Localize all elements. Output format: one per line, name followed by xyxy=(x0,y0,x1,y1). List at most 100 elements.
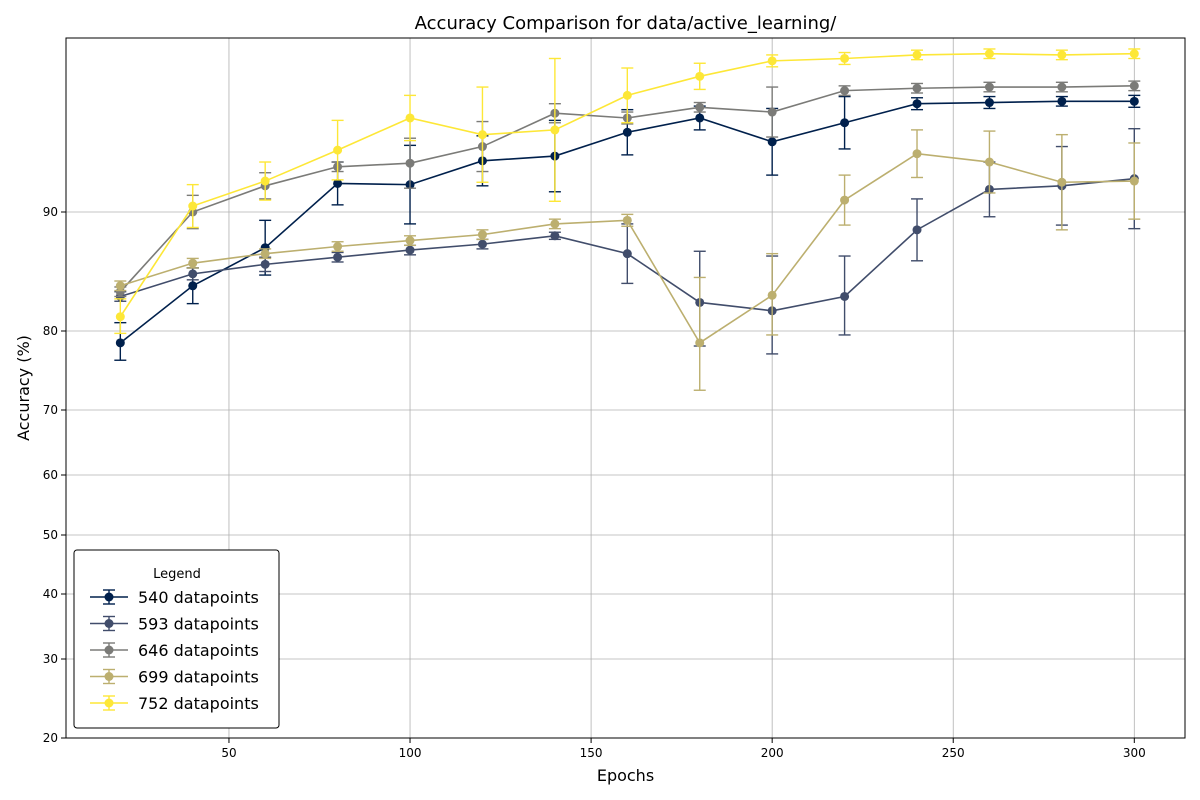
data-point-3-5 xyxy=(405,158,415,168)
data-point-4-15 xyxy=(1129,176,1139,186)
data-point-5-14 xyxy=(1057,50,1067,60)
legend-label-4: 699 datapoints xyxy=(138,668,259,687)
data-point-3-12 xyxy=(912,83,922,93)
data-point-4-14 xyxy=(1057,177,1067,187)
data-point-4-4 xyxy=(333,242,343,252)
data-point-5-3 xyxy=(260,176,270,186)
x-axis-label: Epochs xyxy=(597,766,654,785)
data-point-4-7 xyxy=(550,219,560,229)
data-point-1-2 xyxy=(188,281,198,291)
data-point-2-5 xyxy=(405,245,415,255)
data-point-3-14 xyxy=(1057,82,1067,92)
tick-layer: 50 100 150 200 250 300 20 30 40 50 60 70 80 90 xyxy=(43,205,1146,760)
data-point-2-8 xyxy=(622,249,632,259)
data-point-2-2 xyxy=(188,269,198,279)
data-point-5-9 xyxy=(695,71,705,81)
data-point-4-1 xyxy=(115,281,125,291)
plot-frame xyxy=(65,37,1186,739)
legend-label-1: 540 datapoints xyxy=(138,588,259,607)
data-point-3-9 xyxy=(695,102,705,112)
data-point-1-9 xyxy=(695,113,705,123)
data-point-4-13 xyxy=(984,157,994,167)
data-point-2-11 xyxy=(840,291,850,301)
data-point-5-12 xyxy=(912,50,922,60)
legend-marker-3 xyxy=(104,645,114,655)
data-point-4-2 xyxy=(188,258,198,268)
y-tick-label-50: 50 xyxy=(43,528,58,542)
y-tick-label-40: 40 xyxy=(43,587,58,601)
data-point-4-8 xyxy=(622,215,632,225)
data-point-4-9 xyxy=(695,338,705,348)
data-point-5-15 xyxy=(1129,49,1139,59)
y-tick-label-20: 20 xyxy=(43,731,58,745)
data-point-4-3 xyxy=(260,249,270,259)
legend-item-3: 646 datapoints xyxy=(90,641,259,660)
data-point-2-6 xyxy=(477,239,487,249)
y-tick-label-60: 60 xyxy=(43,468,58,482)
legend-marker-2 xyxy=(104,619,114,628)
data-point-2-7 xyxy=(550,231,560,241)
chart-title: Accuracy Comparison for data/active_lear… xyxy=(415,13,838,34)
x-tick-label-200: 200 xyxy=(761,746,784,760)
legend-item-4: 699 datapoints xyxy=(90,668,259,687)
legend-marker-5 xyxy=(104,698,114,708)
legend-label-5: 752 datapoints xyxy=(138,694,259,713)
legend-item-2: 593 datapoints xyxy=(90,615,259,634)
data-point-5-1 xyxy=(115,312,125,322)
x-tick-label-300: 300 xyxy=(1123,746,1146,760)
legend-box xyxy=(73,549,280,729)
data-point-5-11 xyxy=(840,53,850,63)
data-point-5-2 xyxy=(188,201,198,211)
data-point-3-10 xyxy=(767,107,777,117)
y-tick-label-80: 80 xyxy=(43,324,58,338)
data-point-1-8 xyxy=(622,127,632,137)
legend-label-3: 646 datapoints xyxy=(138,641,259,660)
data-point-2-12 xyxy=(912,225,922,235)
legend-marker-4 xyxy=(104,672,114,681)
data-point-4-5 xyxy=(405,236,415,246)
data-point-4-12 xyxy=(912,149,922,159)
data-point-5-4 xyxy=(333,145,343,155)
legend-label-2: 593 datapoints xyxy=(138,615,259,634)
data-point-1-11 xyxy=(840,118,850,128)
legend-title: Legend xyxy=(153,567,201,582)
y-tick-label-70: 70 xyxy=(43,403,58,417)
x-tick-label-150: 150 xyxy=(580,746,603,760)
data-point-3-15 xyxy=(1129,81,1139,91)
legend-items: 540 datapoints 593 datapoints 646 datapoin… xyxy=(90,588,259,713)
data-point-5-7 xyxy=(550,125,560,135)
data-point-2-3 xyxy=(260,259,270,269)
data-point-1-1 xyxy=(115,338,125,348)
legend-item-1: 540 datapoints xyxy=(90,588,259,607)
data-point-5-8 xyxy=(622,90,632,100)
x-tick-label-100: 100 xyxy=(399,746,422,760)
series-layer xyxy=(114,48,1141,391)
data-point-4-10 xyxy=(767,290,777,300)
y-axis-label: Accuracy (%) xyxy=(14,335,33,441)
data-point-1-10 xyxy=(767,137,777,147)
legend-item-5: 752 datapoints xyxy=(90,694,259,713)
data-point-5-10 xyxy=(767,56,777,66)
data-point-1-4 xyxy=(333,178,343,188)
data-point-1-13 xyxy=(984,98,994,108)
series-5 xyxy=(114,48,1141,335)
data-point-5-5 xyxy=(405,113,415,123)
y-tick-label-30: 30 xyxy=(43,652,58,666)
data-point-1-15 xyxy=(1129,96,1139,106)
data-point-5-13 xyxy=(984,49,994,59)
data-point-2-4 xyxy=(333,252,343,262)
data-point-4-6 xyxy=(477,230,487,240)
data-point-5-6 xyxy=(477,130,487,140)
x-tick-label-50: 50 xyxy=(221,746,236,760)
series-4 xyxy=(114,129,1141,391)
data-point-3-11 xyxy=(840,86,850,96)
data-point-3-13 xyxy=(984,82,994,92)
legend-marker-1 xyxy=(104,592,114,602)
y-tick-label-90: 90 xyxy=(43,205,58,219)
data-point-1-12 xyxy=(912,99,922,109)
data-point-4-11 xyxy=(840,195,850,205)
x-tick-label-250: 250 xyxy=(942,746,965,760)
data-point-1-14 xyxy=(1057,96,1067,106)
